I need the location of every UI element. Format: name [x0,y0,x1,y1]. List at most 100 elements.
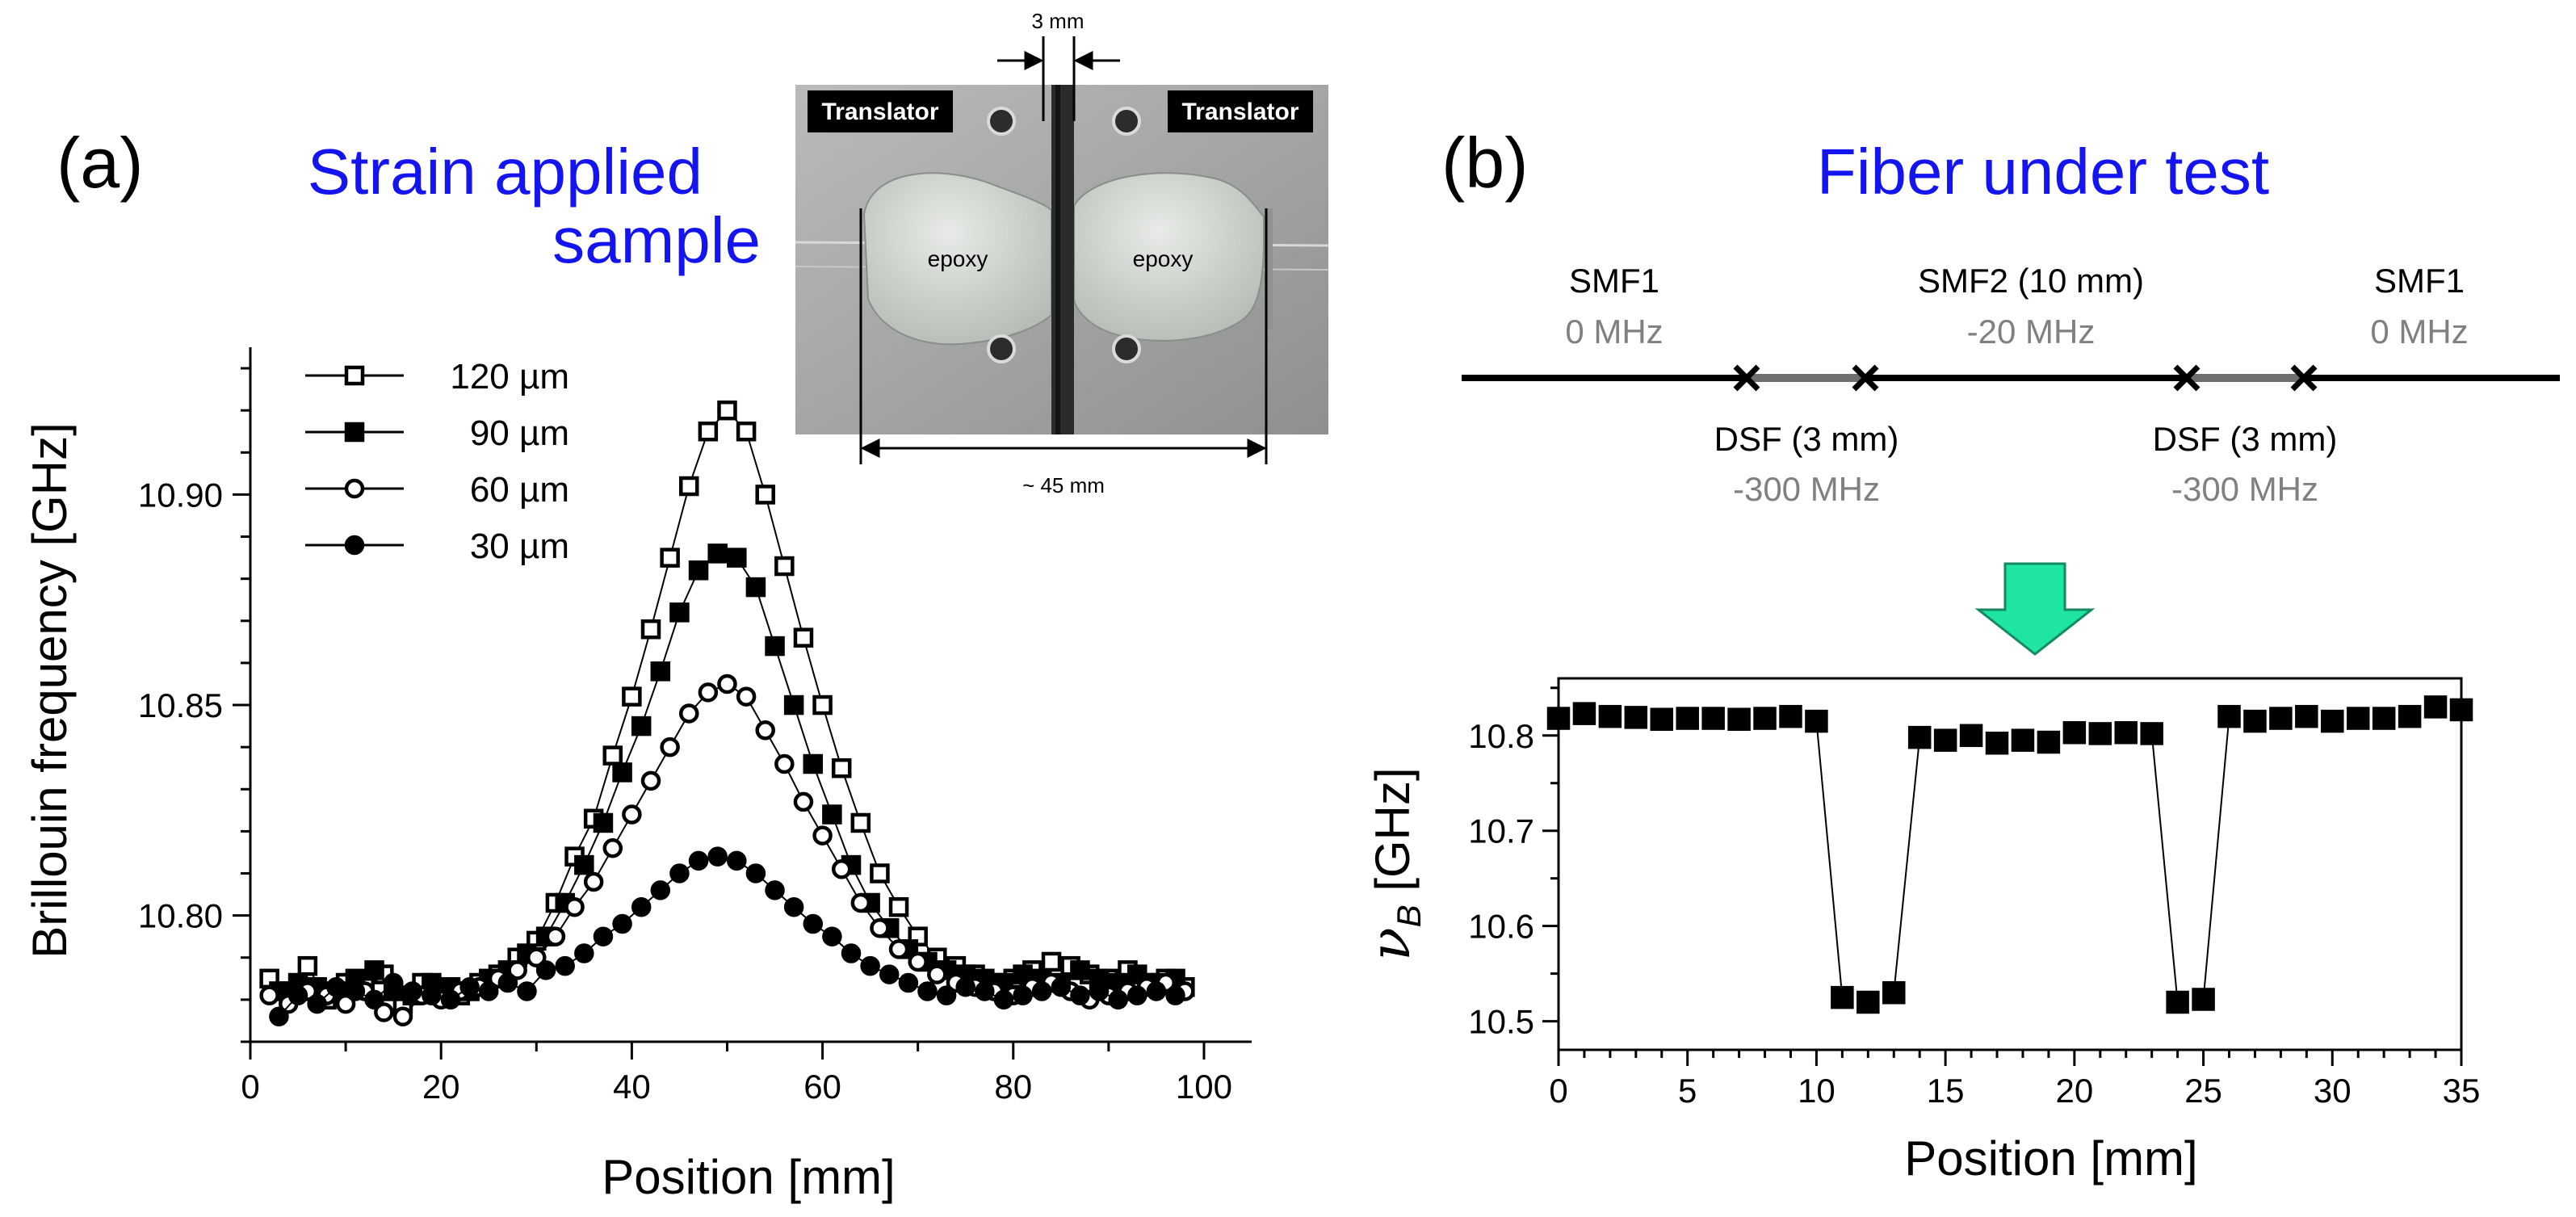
data-point [269,1006,289,1026]
segment-5-name: SMF1 [2374,262,2465,300]
chart-b-axes: 0 5 10 15 20 25 30 35 10.5 10.6 10.7 10.8 [1468,677,2480,1110]
data-point [2114,720,2138,745]
chart-a-y-axis-title: Brillouin frequency [GHz] [23,422,77,959]
data-point [1701,707,1725,730]
gap-label: 3 mm [1032,9,1085,33]
data-point [1831,985,1854,1009]
data-point [1031,981,1052,1001]
legend-label: 60 µm [470,470,569,510]
data-point [917,981,938,1001]
data-point [583,871,604,892]
data-point [364,960,384,980]
legend-label: 30 µm [470,527,569,566]
data-point [2398,704,2422,728]
data-point [259,985,279,1005]
data-point [678,476,699,497]
data-point [736,686,757,707]
data-point [812,825,833,846]
data-point [602,837,623,858]
data-point [593,812,614,833]
x-tick-label: 0 [241,1068,259,1106]
translator-left-tag [808,90,953,132]
y-tick-label: 10.6 [1468,908,1534,946]
data-point [640,619,661,640]
data-point [535,960,556,980]
data-point [993,989,1014,1010]
data-point [1650,707,1674,731]
data-point [717,674,737,695]
data-point [1146,981,1167,1001]
x-tick-label: 25 [2184,1072,2222,1110]
data-point [555,955,575,976]
data-point [326,976,346,997]
data-point [1013,985,1033,1005]
data-point [1985,731,2009,755]
data-point [1805,709,1828,733]
x-tick-label: 20 [422,1068,460,1106]
x-tick-label: 100 [1176,1068,1232,1106]
data-point [1127,985,1147,1005]
panel-a-letter: (a) [57,123,144,203]
fiber-schematic: SMF1 0 MHz DSF (3 mm) -300 MHz SMF2 (10 … [1462,262,2560,508]
data-point [574,854,594,875]
segment-4-shift: -300 MHz [2171,470,2318,508]
chart-b-marks [1546,695,2473,1014]
chart-b-x-axis-title: Position [mm] [1904,1131,2197,1186]
data-point [803,913,824,934]
data-point [1165,985,1185,1005]
legend-entry: 120 µm [305,357,569,397]
data-point [1070,960,1090,980]
data-point [669,602,690,623]
data-point [660,736,680,757]
data-point [1070,985,1090,1005]
epoxy-left-label: epoxy [928,246,988,271]
data-point [364,989,384,1010]
data-point [707,543,728,564]
x-tick-label: 15 [1927,1072,1965,1110]
data-point [622,804,642,825]
data-point [678,703,699,724]
data-point [307,993,327,1014]
y-tick-label: 10.85 [138,686,223,724]
data-point [745,577,766,598]
data-point [717,400,737,421]
data-point [698,682,719,703]
chart-b-y-axis-subscript: B [1390,904,1428,927]
data-point [755,720,775,741]
data-point [2088,722,2112,745]
data-point [2269,707,2293,730]
data-point [527,947,547,968]
data-point [422,985,442,1005]
data-point [1624,706,1648,729]
data-point [927,964,947,984]
data-point [374,1002,394,1022]
data-point [392,1006,413,1026]
series-line-1 [269,409,1185,1005]
data-point [612,913,632,934]
data-point [2062,720,2087,745]
data-point [975,981,995,1001]
data-point [1727,707,1751,731]
data-point [707,846,728,867]
data-point [1572,702,1596,725]
data-point [2346,707,2370,730]
data-point [660,548,680,568]
chart-a: 0 20 40 60 80 100 10.80 10.85 10.90 Position [mm… [23,347,1252,1204]
transition-line [2150,733,2179,1003]
data-point [783,695,804,716]
y-tick-label: 10.7 [1468,812,1534,850]
y-tick-label: 10.80 [138,897,223,935]
data-point [1907,725,1932,749]
y-tick-label: 10.8 [1468,717,1534,755]
data-point [650,880,671,900]
data-point [688,850,709,871]
data-point [345,981,366,1001]
bolt-hole [1112,334,1141,363]
data-point [850,812,871,833]
data-point [803,753,824,774]
data-point [1127,964,1147,984]
data-point [1089,981,1110,1001]
data-point [2140,722,2163,745]
data-point [1779,704,1802,728]
